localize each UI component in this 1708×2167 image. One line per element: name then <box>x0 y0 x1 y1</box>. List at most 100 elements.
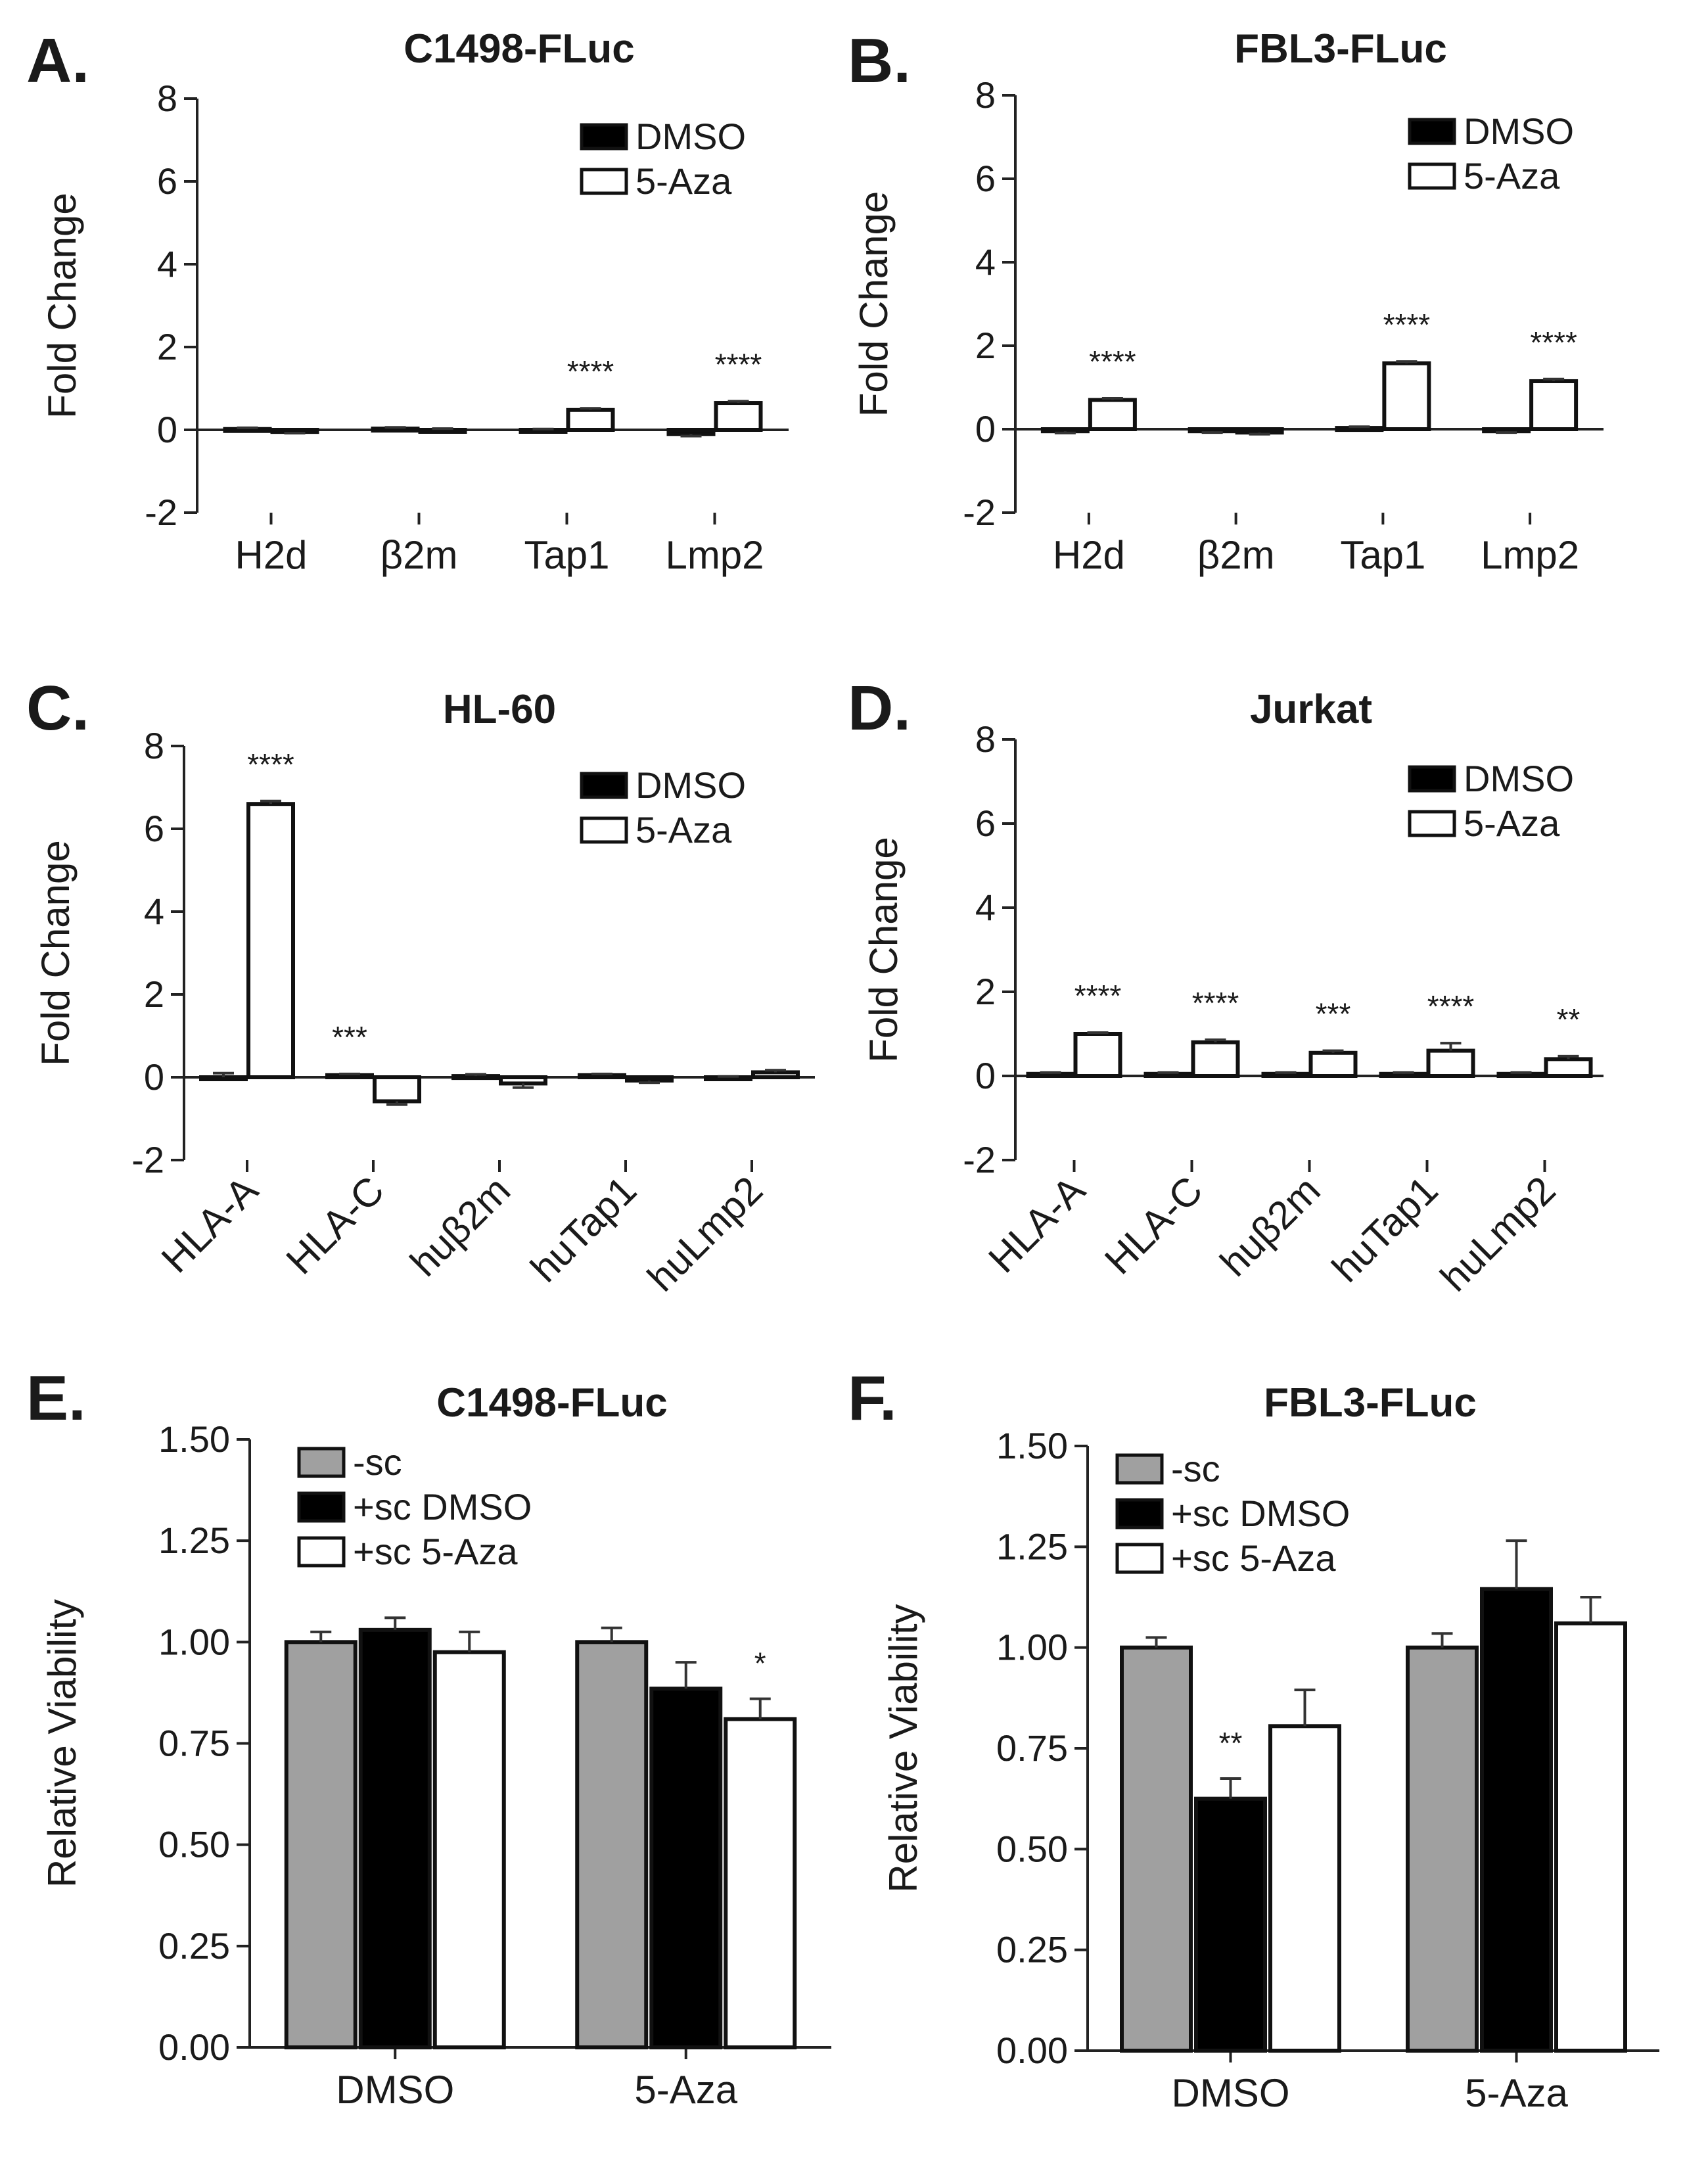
panel-letter: E. <box>26 1363 86 1433</box>
y-tick-label: 4 <box>975 241 996 283</box>
bar <box>1040 427 1090 434</box>
significance-marker: **** <box>1383 308 1431 342</box>
y-tick-label: 0.25 <box>158 1925 230 1967</box>
panel-letter: F. <box>848 1363 897 1433</box>
x-category-label: β2m <box>1197 533 1275 577</box>
y-axis-title: Fold Change <box>34 840 78 1066</box>
x-category-label: Tap1 <box>1340 533 1425 577</box>
y-tick-label: -2 <box>131 1139 164 1180</box>
legend-label: -sc <box>353 1441 402 1483</box>
x-category-label: Tap1 <box>524 533 609 577</box>
legend-swatch <box>580 168 628 195</box>
bar <box>1379 1071 1428 1079</box>
legend-swatch <box>1408 162 1456 190</box>
y-tick-label: 0 <box>975 1055 996 1096</box>
y-tick-label: 6 <box>975 803 996 844</box>
significance-marker: ** <box>1557 1002 1581 1037</box>
panel-d: D. Jurkat -2 0 2 4 6 8 Fold Change HLA-A HLA-C huβ2… <box>848 673 1604 1300</box>
x-category-label: Lmp2 <box>665 533 764 577</box>
y-tick-label: 1.25 <box>996 1526 1068 1567</box>
y-tick-label: 2 <box>975 325 996 366</box>
panel-title: FBL3-FLuc <box>1234 26 1447 72</box>
x-category-label: Lmp2 <box>1481 533 1579 577</box>
panel-e: E. C1498-FLuc 0.00 0.25 0.50 0.75 1.00 1.25 1.50… <box>26 1363 831 2112</box>
x-category-label: β2m <box>381 533 458 577</box>
significance-marker: **** <box>567 354 614 388</box>
y-tick-label: 8 <box>157 78 177 119</box>
x-category-label: huLmp2 <box>1432 1168 1564 1300</box>
y-tick-label: 1.00 <box>158 1621 230 1662</box>
bar <box>1073 1032 1122 1078</box>
bar <box>371 427 420 433</box>
y-tick-label: 1.25 <box>158 1520 230 1561</box>
bar <box>625 1075 674 1083</box>
x-category-label: huβ2m <box>402 1168 519 1285</box>
legend-swatch <box>580 123 628 151</box>
y-axis-title: Relative Viability <box>40 1599 84 1888</box>
bar <box>1194 1796 1267 2053</box>
y-tick-label: 4 <box>144 891 164 932</box>
bar <box>566 408 615 432</box>
panel-letter: B. <box>848 26 911 96</box>
significance-marker: **** <box>1089 344 1136 379</box>
bar <box>199 1075 248 1081</box>
bar <box>1308 1050 1358 1079</box>
y-tick-label: 0.50 <box>996 1828 1068 1869</box>
bar <box>751 1070 800 1079</box>
y-tick-label: 4 <box>157 243 177 285</box>
y-axis-title: Relative Viability <box>881 1604 925 1892</box>
y-tick-label: 4 <box>975 887 996 928</box>
legend-label: DMSO <box>1464 758 1574 799</box>
significance-marker: **** <box>247 747 294 781</box>
legend-label: 5-Aza <box>635 809 732 850</box>
bar <box>575 1640 649 2049</box>
significance-marker: *** <box>1316 997 1351 1031</box>
legend-label: -sc <box>1171 1448 1220 1489</box>
y-tick-label: 8 <box>975 718 996 760</box>
bar <box>1335 426 1384 432</box>
bar <box>1268 1724 1341 2053</box>
legend-swatch <box>580 816 628 844</box>
y-tick-label: 0.00 <box>158 2026 230 2068</box>
significance-marker: * <box>754 1646 766 1681</box>
legend-label: +sc 5-Aza <box>1171 1537 1336 1579</box>
significance-marker: **** <box>1427 989 1475 1023</box>
panel-c: C. HL-60 -2 0 2 4 6 8 Fold Change HLA-A HLA-C huβ2m… <box>26 673 815 1300</box>
bar <box>1406 1645 1479 2053</box>
bar <box>714 401 763 432</box>
significance-marker: **** <box>715 348 762 382</box>
bar <box>270 428 319 434</box>
bar <box>499 1075 547 1086</box>
legend-label: DMSO <box>1464 110 1574 152</box>
bar <box>284 1640 358 2049</box>
bar <box>246 802 295 1079</box>
bar <box>223 427 272 433</box>
panel-letter: D. <box>848 673 911 743</box>
y-tick-label: 0 <box>975 408 996 450</box>
panel-title: HL-60 <box>443 687 556 732</box>
panel-title: FBL3-FLuc <box>1264 1380 1477 1426</box>
legend-swatch <box>580 772 628 799</box>
legend-label: +sc 5-Aza <box>353 1531 518 1572</box>
panel-letter: A. <box>26 26 89 96</box>
significance-marker: **** <box>1192 986 1239 1020</box>
x-category-label: 5-Aza <box>634 2068 737 2112</box>
y-tick-label: 0.25 <box>996 1929 1068 1970</box>
bar <box>1188 427 1237 434</box>
y-tick-label: -2 <box>963 1139 996 1180</box>
bar <box>418 428 467 434</box>
bar <box>1544 1057 1593 1079</box>
y-tick-label: 2 <box>157 326 177 367</box>
y-tick-label: 2 <box>975 971 996 1012</box>
y-tick-label: 0 <box>157 409 177 450</box>
x-category-label: HLA-C <box>278 1168 393 1283</box>
bar <box>451 1074 500 1081</box>
panel-a: A. C1498-FLuc -2 0 2 4 6 8 Fold Change H2d β2m Tap1… <box>26 26 789 577</box>
significance-marker: **** <box>1074 979 1122 1013</box>
x-category-label: 5-Aza <box>1465 2071 1568 2115</box>
significance-marker: **** <box>1530 325 1577 360</box>
y-tick-label: -2 <box>145 492 177 533</box>
y-tick-label: 8 <box>144 725 164 766</box>
bar <box>1496 1071 1546 1079</box>
